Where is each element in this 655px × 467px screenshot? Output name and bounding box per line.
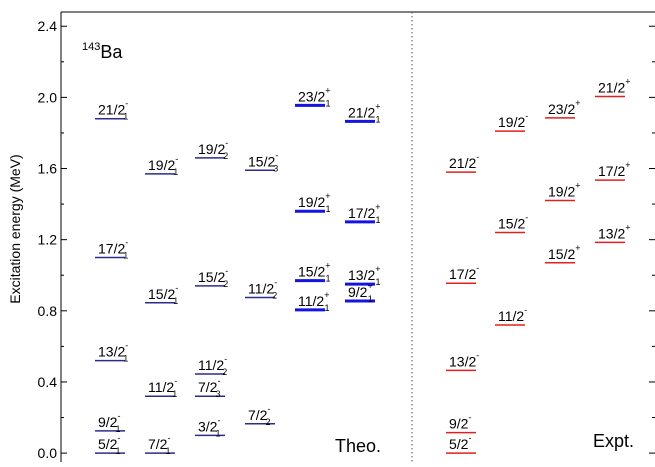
experiment-level-label: 19/2+ xyxy=(548,181,581,200)
theory-level-label: 7/2-3 xyxy=(198,376,220,399)
y-axis-label: Excitation energy (MeV) xyxy=(7,154,23,303)
experiment-level-label: 15/2- xyxy=(498,213,528,232)
theory-level-label: 9/2+ 1 xyxy=(348,281,373,304)
theory-level-label: 15/2-2 xyxy=(198,266,228,289)
y-tick-label: 0.4 xyxy=(38,374,58,390)
experiment-level-label: 17/2- xyxy=(449,263,479,282)
experiment-level-label: 9/2- xyxy=(449,413,471,432)
theory-level-label: 15/2+ 1 xyxy=(298,261,331,284)
y-tick-label: 1.6 xyxy=(38,161,58,177)
theory-level-label: 11/2-2 xyxy=(248,277,277,300)
y-tick-label: 2.4 xyxy=(38,18,58,34)
theory-level-label: 17/2-1 xyxy=(98,237,128,260)
theory-level-label: 23/2+ 1 xyxy=(298,85,331,108)
theory-level-label: 19/2-2 xyxy=(198,138,228,161)
experiment-level-label: 23/2+ xyxy=(548,98,581,117)
experiment-level-label: 21/2+ xyxy=(598,76,631,95)
theory-level-label: 19/2-1 xyxy=(148,154,178,177)
theory-level-label: 5/2-1 xyxy=(98,433,120,456)
theory-panel-label: Theo. xyxy=(335,436,381,456)
theory-level-label: 15/2-3 xyxy=(248,150,278,173)
experiment-panel-label: Expt. xyxy=(593,431,634,451)
experiment-level-label: 11/2- xyxy=(498,305,527,324)
theory-level-label: 19/2+ 1 xyxy=(298,191,331,214)
theory-level-label: 9/2-1 xyxy=(98,411,120,434)
y-tick-label: 0.0 xyxy=(38,445,58,461)
experiment-level-label: 19/2- xyxy=(498,111,528,130)
nucleus-label: 143Ba xyxy=(82,41,123,62)
y-tick-label: 1.2 xyxy=(38,232,58,248)
experiment-level-label: 21/2- xyxy=(449,152,479,171)
theory-level-label: 11/2-2 xyxy=(198,354,227,377)
theory-level-label: 7/2-2 xyxy=(248,404,270,427)
theory-level-label: 21/2+ 1 xyxy=(348,101,381,124)
y-tick-label: 0.8 xyxy=(38,303,58,319)
theory-level-label: 15/2-1 xyxy=(148,283,178,306)
theory-level-label: 13/2+ 1 xyxy=(348,264,381,287)
theory-level-label: 3/2-1 xyxy=(198,415,220,438)
experiment-level-label: 17/2+ xyxy=(598,160,631,179)
theory-level-label: 11/2+ 1 xyxy=(298,290,330,313)
theory-level-label: 21/2-1 xyxy=(98,99,128,122)
experiment-level-label: 5/2- xyxy=(449,433,471,452)
theory-level-label: 17/2+ 1 xyxy=(348,202,381,225)
experiment-level-label: 15/2+ xyxy=(548,243,581,262)
theory-level-label: 11/2-1 xyxy=(148,376,177,399)
theory-level-label: 13/2-1 xyxy=(98,341,128,364)
theory-level-label: 7/2-1 xyxy=(148,433,170,456)
experiment-level-label: 13/2+ xyxy=(598,222,631,241)
experiment-level-label: 13/2- xyxy=(449,350,479,369)
y-tick-label: 2.0 xyxy=(38,89,58,105)
